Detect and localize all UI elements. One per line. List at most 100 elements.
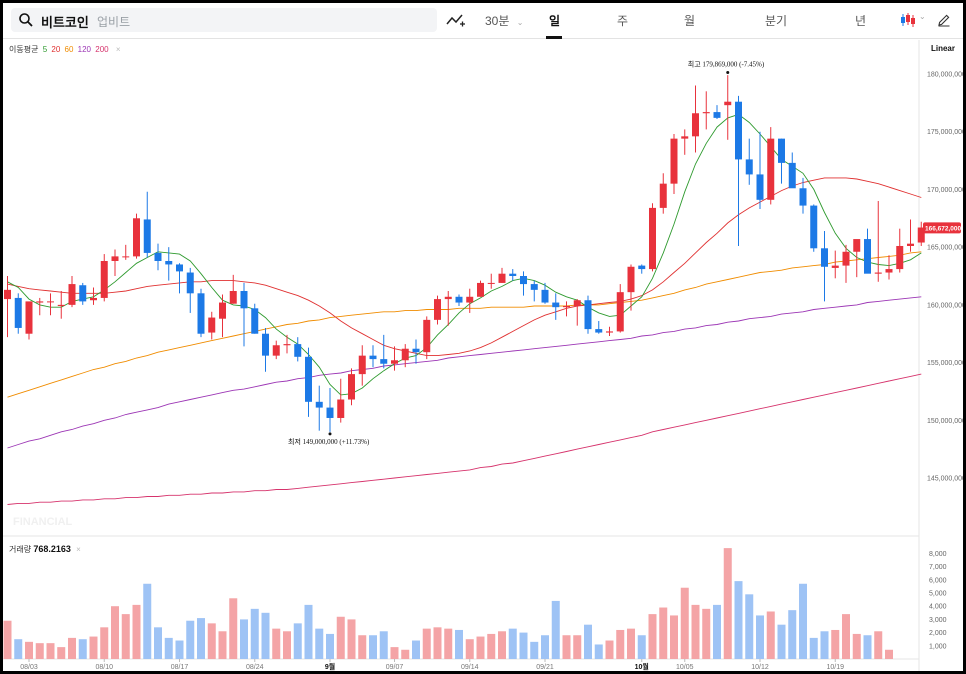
volume-tick-label: 6,000 (929, 577, 947, 584)
volume-bar (605, 640, 614, 659)
candle-body (659, 183, 667, 208)
volume-bar (154, 627, 162, 659)
close-ma-legend-icon[interactable]: × (115, 45, 121, 54)
price-tick-label: 165,000,000 (927, 245, 963, 252)
candle-body (831, 265, 839, 268)
candle-body (907, 243, 914, 246)
date-label: 08/17 (171, 664, 189, 671)
price-tick-label: 155,000,000 (927, 360, 963, 367)
volume-bar (89, 636, 98, 659)
date-label: 9월 (325, 662, 335, 671)
ma200-label: 200 (95, 45, 109, 54)
price-chart[interactable]: FINANCIAL 145,000,000 150,000,000 155,000,… (3, 3, 963, 671)
candle-body (219, 302, 226, 319)
volume-bar (820, 631, 829, 659)
volume-tick-label: 5,000 (929, 591, 947, 598)
date-label: 10월 (635, 662, 649, 671)
active-tab-underline (546, 36, 562, 39)
candle-body (283, 344, 291, 346)
candle-body (713, 112, 721, 118)
tab-month[interactable]: 월 (684, 14, 696, 28)
volume-bar (3, 620, 12, 659)
volume-bar (831, 629, 840, 659)
candle-body (154, 252, 162, 261)
scale-mode-label[interactable]: Linear (930, 44, 955, 53)
candle-body (864, 239, 871, 274)
candle-body (756, 174, 764, 200)
volume-bar (207, 623, 216, 659)
volume-value: 768.2163 (33, 544, 71, 554)
volume-bar (379, 631, 388, 659)
ma-legend-label: 이동평균 (9, 45, 39, 54)
volume-tick-label: 1,000 (929, 643, 947, 650)
volume-bar (218, 631, 227, 659)
drawing-tool-icon[interactable] (446, 12, 466, 28)
candle-body (197, 293, 205, 334)
volume-bar (885, 649, 893, 659)
candle-body (745, 159, 753, 175)
coin-name: 비트코인 (41, 15, 89, 30)
candle-body (466, 296, 474, 303)
volume-bar (315, 628, 324, 659)
candle-body (143, 219, 151, 253)
candle-body (896, 245, 904, 270)
candle-body (68, 284, 76, 305)
coin-search-box[interactable]: 비트코인 업비트 (11, 8, 437, 32)
volume-bar (422, 628, 431, 659)
date-label: 09/14 (461, 664, 479, 671)
candle-body (380, 359, 388, 364)
candle-body (133, 218, 140, 257)
tab-week[interactable]: 주 (617, 14, 629, 28)
tab-day[interactable]: 일 (549, 14, 561, 28)
candle-body (229, 291, 237, 304)
candle-body (165, 260, 173, 265)
candle-body (670, 138, 678, 184)
volume-bar (347, 619, 356, 659)
candle-body (616, 292, 624, 332)
tab-quarter[interactable]: 분기 (765, 14, 788, 28)
volume-bar (465, 639, 474, 659)
volume-bar (519, 632, 528, 659)
candle-body (638, 265, 646, 270)
candle-body (14, 297, 22, 328)
candlestick-icon (901, 13, 915, 27)
candle-body (358, 355, 366, 375)
volume-bar (304, 604, 313, 659)
candle-body (810, 205, 818, 249)
pencil-icon[interactable] (937, 13, 951, 27)
tab-year[interactable]: 년 (855, 14, 867, 28)
candle-body (412, 348, 420, 353)
minute-interval-select[interactable]: 30분 ⌄ (485, 12, 523, 29)
candle-body (724, 101, 732, 106)
candle-body (853, 239, 861, 252)
candle-body (272, 345, 280, 356)
candle-body (692, 113, 699, 137)
candle-body (208, 317, 216, 333)
candle-body (778, 138, 785, 163)
close-volume-legend-icon[interactable]: × (76, 545, 81, 554)
date-label: 08/24 (246, 664, 264, 671)
candle-type-select[interactable]: ⌄ (900, 12, 926, 28)
volume-bar (186, 620, 195, 659)
candle-body (799, 188, 807, 206)
volume-bar (132, 604, 141, 659)
volume-bar (874, 631, 883, 659)
candle-body (606, 331, 613, 333)
low-marker (328, 432, 332, 436)
candle-body (885, 269, 893, 273)
candle-body (111, 256, 119, 261)
volume-bar (293, 623, 302, 659)
volume-bar (852, 633, 861, 659)
ma20-label: 20 (51, 45, 61, 54)
candle-body (90, 297, 97, 301)
volume-legend: 거래량 768.2163 × (9, 544, 81, 555)
candle-body (337, 399, 345, 418)
price-tick-label: 180,000,000 (927, 72, 963, 79)
svg-text:FINANCIAL: FINANCIAL (13, 516, 73, 528)
volume-bar (680, 587, 689, 659)
date-label: 10/19 (826, 664, 844, 671)
chevron-down-icon: ⌄ (516, 18, 524, 27)
candle-body (842, 251, 850, 266)
current-price-label: 166,672,000 (925, 225, 962, 232)
candle-body (315, 401, 323, 408)
